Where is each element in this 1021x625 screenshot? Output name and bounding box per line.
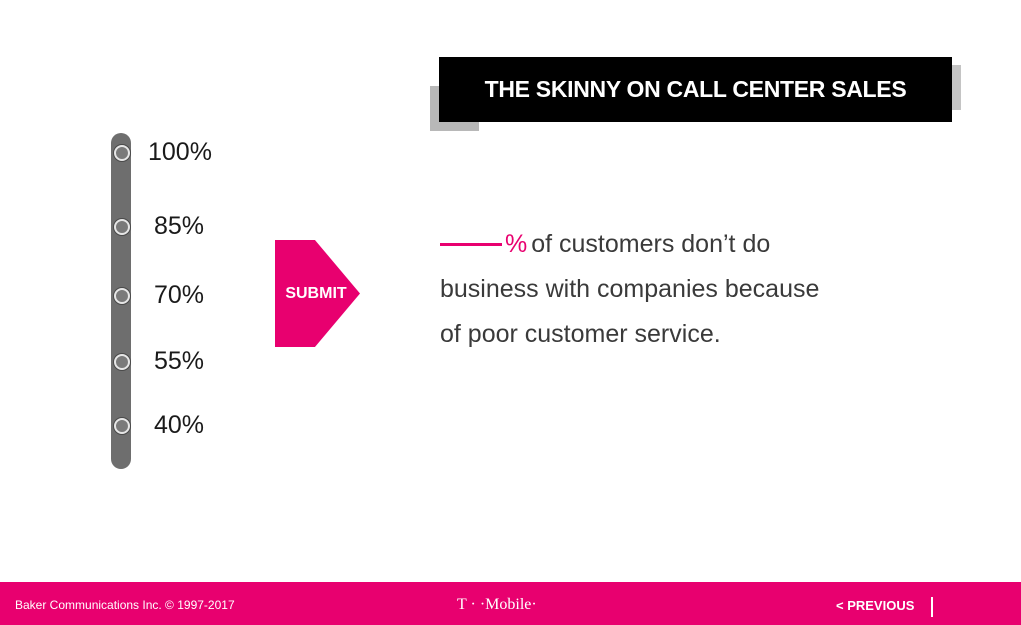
question-line-2: business with companies because <box>440 275 820 303</box>
footer-divider <box>931 597 933 617</box>
slider-stop-100[interactable] <box>114 145 130 161</box>
slider-stop-40[interactable] <box>114 418 130 434</box>
answer-blank <box>440 243 502 246</box>
question-line-3: of poor customer service. <box>440 320 721 348</box>
slider-stop-55[interactable] <box>114 354 130 370</box>
slider-label-70[interactable]: 70% <box>154 281 205 309</box>
question-text: % of customers don’t do business with com… <box>440 222 860 357</box>
submit-button-label: SUBMIT <box>285 284 347 302</box>
slider-label-55[interactable]: 55% <box>154 347 205 375</box>
page-title: THE SKINNY ON CALL CENTER SALES <box>484 76 907 102</box>
question-line-1: % of customers don’t do <box>440 222 860 267</box>
question-line-1-text: of customers don’t do <box>531 230 771 258</box>
slider-stop-70[interactable] <box>114 288 130 304</box>
copyright-text: Baker Communications Inc. © 1997-2017 <box>15 598 235 612</box>
brand-logo: T · ·Mobile· <box>457 596 537 613</box>
submit-button[interactable]: SUBMIT <box>275 240 360 347</box>
slider-label-85[interactable]: 85% <box>154 212 205 240</box>
slider-label-40[interactable]: 40% <box>154 411 205 439</box>
title-banner: THE SKINNY ON CALL CENTER SALES <box>439 57 952 122</box>
slider-label-100[interactable]: 100% <box>148 138 212 166</box>
previous-button[interactable]: < PREVIOUS <box>836 598 915 613</box>
slider-stop-85[interactable] <box>114 219 130 235</box>
percent-sign: % <box>505 230 528 258</box>
footer-bar: Baker Communications Inc. © 1997-2017 T … <box>0 582 1021 625</box>
